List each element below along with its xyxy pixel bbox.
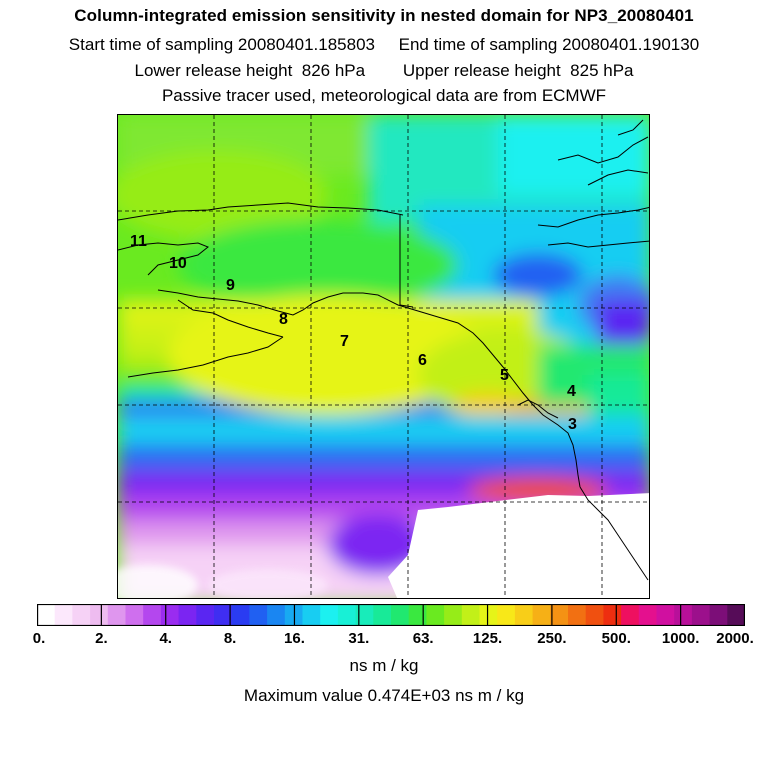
colorbar-segment xyxy=(178,604,197,626)
point-label-10: 10 xyxy=(169,255,187,272)
point-label-6: 6 xyxy=(418,352,427,369)
tracer-info-line: Passive tracer used, meteorological data… xyxy=(161,86,607,105)
colorbar-segment xyxy=(267,604,286,626)
colorbar-tick-label: 4. xyxy=(159,630,172,647)
plot-title: Column-integrated emission sensitivity i… xyxy=(74,6,694,25)
colorbar-segment xyxy=(444,604,463,626)
colorbar-segment xyxy=(656,604,675,626)
colorbar-tick-label: 8. xyxy=(223,630,237,647)
colorbar-segment xyxy=(90,604,109,626)
colorbar-segment xyxy=(231,604,250,626)
colorbar-tick-label: 125. xyxy=(472,630,503,647)
colorbar-segment xyxy=(550,604,569,626)
colorbar-segment xyxy=(479,604,498,626)
colorbar-segment xyxy=(214,604,233,626)
colorbar-segment xyxy=(461,604,481,626)
release-height-line: Lower release height 826 hPa Upper relea… xyxy=(134,61,634,80)
colorbar-tick-label: 2000. xyxy=(716,630,754,647)
colorbar-segment xyxy=(621,604,640,626)
colorbar-segment xyxy=(568,604,587,626)
colorbar-tick-label: 0. xyxy=(32,630,46,647)
colorbar-segment xyxy=(709,604,728,626)
colorbar-segment xyxy=(408,604,427,626)
colorbar-tick-label: 31. xyxy=(348,630,370,647)
colorbar-tick-label: 1000. xyxy=(661,630,700,647)
point-label-11: 11 xyxy=(130,233,147,250)
colorbar-tick-label: 250. xyxy=(537,630,567,647)
point-label-4: 4 xyxy=(567,383,576,400)
colorbar-segment xyxy=(391,604,410,626)
zero-sensitivity-area xyxy=(388,493,649,598)
colorbar-segment xyxy=(514,604,534,626)
colorbar-segment xyxy=(54,604,73,626)
colorbar-tick-label: 16. xyxy=(284,630,305,647)
colorbar-segment xyxy=(107,604,127,626)
colorbar xyxy=(37,604,745,626)
sensitivity-field xyxy=(118,115,649,598)
map-canvas xyxy=(118,115,649,598)
maximum-value-text: Maximum value 0.474E+03 ns m / kg xyxy=(243,686,525,705)
point-label-9: 9 xyxy=(226,277,235,294)
point-label-8: 8 xyxy=(279,311,288,328)
colorbar-segment xyxy=(160,604,180,626)
graticule xyxy=(118,115,649,598)
colorbar-segment xyxy=(373,604,392,626)
colorbar-segment xyxy=(532,604,551,626)
colorbar-segment xyxy=(143,604,162,626)
colorbar-segment xyxy=(497,604,516,626)
colorbar-tick-label: 63. xyxy=(412,630,434,647)
colorbar-segment xyxy=(37,604,56,626)
point-label-3: 3 xyxy=(568,416,577,433)
colorbar-tick-label: 2. xyxy=(95,630,108,647)
colorbar-segment xyxy=(727,604,745,626)
colorbar-segment xyxy=(355,604,374,626)
colorbar-segment xyxy=(249,604,268,626)
colorbar-segment xyxy=(337,604,357,626)
colorbar-segment xyxy=(72,604,91,626)
colorbar-segment xyxy=(691,604,711,626)
sensitivity-map: 11 10 9 8 7 6 5 4 3 xyxy=(117,114,650,599)
point-label-5: 5 xyxy=(500,367,509,384)
colorbar-border xyxy=(37,604,745,626)
colorbar-segment xyxy=(585,604,604,626)
colorbar-segment xyxy=(426,604,445,626)
colorbar-segment xyxy=(196,604,215,626)
point-label-7: 7 xyxy=(340,333,349,350)
colorbar-segment xyxy=(674,604,693,626)
colorbar-segment xyxy=(320,604,339,626)
colorbar-segment xyxy=(603,604,622,626)
colorbar-units: ns m / kg xyxy=(349,656,419,675)
colorbar-segment xyxy=(638,604,658,626)
sampling-time-line: Start time of sampling 20080401.185803 E… xyxy=(68,35,700,54)
colorbar-segment xyxy=(302,604,321,626)
colorbar-tick-label: 500. xyxy=(601,630,631,647)
colorbar-segment xyxy=(125,604,144,626)
border-line xyxy=(399,215,414,308)
